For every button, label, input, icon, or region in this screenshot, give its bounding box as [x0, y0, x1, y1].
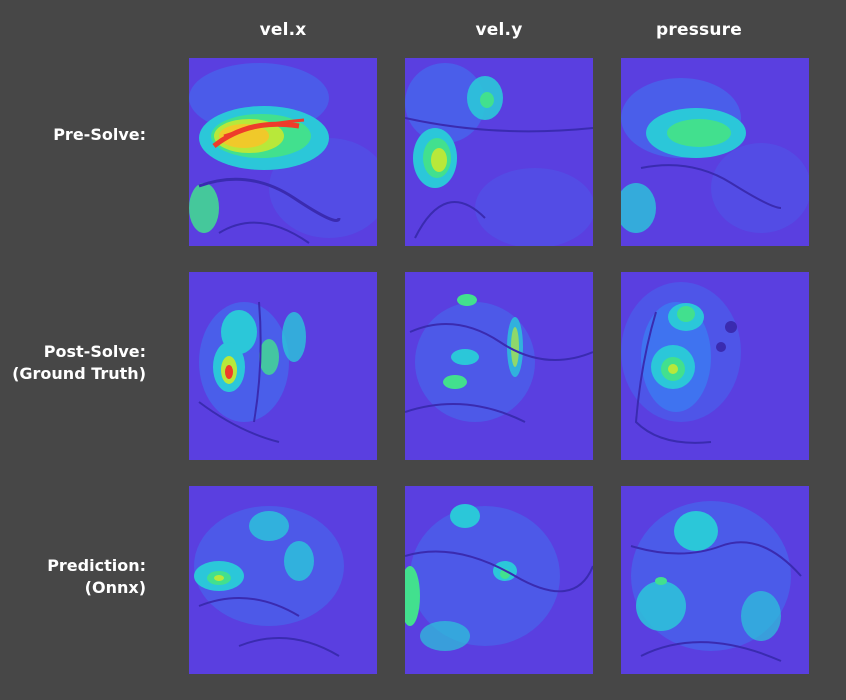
field-map-prediction-pressure [621, 486, 809, 674]
row-label-pre-solve: Pre-Solve: [53, 124, 146, 146]
column-header-pressure: pressure [656, 20, 742, 40]
column-header-vel-y: vel.y [475, 20, 523, 40]
field-map-pre-solve-pressure [621, 58, 809, 246]
row-label-line: Post-Solve: [43, 342, 146, 361]
column-header-vel-x: vel.x [259, 20, 307, 40]
row-label-line: (Onnx) [84, 578, 146, 597]
row-label-line: (Ground Truth) [12, 364, 146, 383]
row-label-prediction: Prediction: (Onnx) [47, 555, 146, 599]
field-map-pre-solve-vel-y [405, 58, 593, 246]
field-map-prediction-vel-y [405, 486, 593, 674]
field-map-post-solve-pressure [621, 272, 809, 460]
field-map-pre-solve-vel-x [189, 58, 377, 246]
row-label-line: Pre-Solve: [53, 125, 146, 144]
row-label-post-solve: Post-Solve: (Ground Truth) [12, 341, 146, 385]
field-map-prediction-vel-x [189, 486, 377, 674]
row-label-line: Prediction: [47, 556, 146, 575]
field-map-post-solve-vel-y [405, 272, 593, 460]
field-map-post-solve-vel-x [189, 272, 377, 460]
